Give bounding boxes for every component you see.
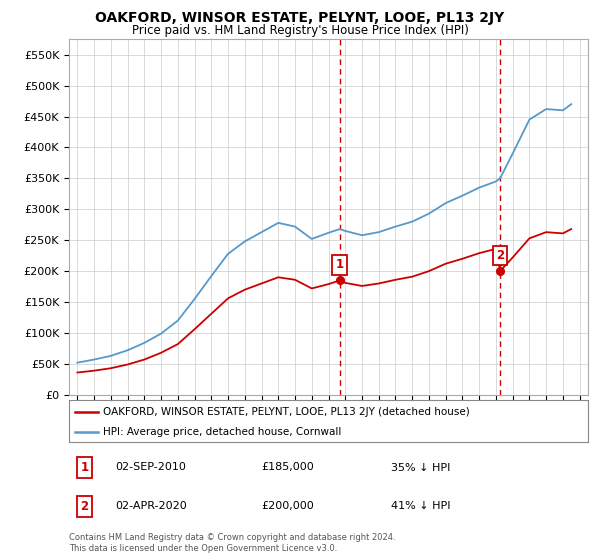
Text: 02-SEP-2010: 02-SEP-2010 — [116, 463, 187, 473]
Text: 2: 2 — [80, 500, 89, 513]
Text: 2: 2 — [496, 249, 504, 262]
Text: 41% ↓ HPI: 41% ↓ HPI — [391, 501, 450, 511]
Text: OAKFORD, WINSOR ESTATE, PELYNT, LOOE, PL13 2JY (detached house): OAKFORD, WINSOR ESTATE, PELYNT, LOOE, PL… — [103, 407, 469, 417]
Text: 1: 1 — [80, 461, 89, 474]
Text: 02-APR-2020: 02-APR-2020 — [116, 501, 187, 511]
Text: £200,000: £200,000 — [261, 501, 314, 511]
Text: Contains HM Land Registry data © Crown copyright and database right 2024.
This d: Contains HM Land Registry data © Crown c… — [69, 533, 395, 553]
Text: 35% ↓ HPI: 35% ↓ HPI — [391, 463, 450, 473]
Text: HPI: Average price, detached house, Cornwall: HPI: Average price, detached house, Corn… — [103, 427, 341, 437]
Text: Price paid vs. HM Land Registry's House Price Index (HPI): Price paid vs. HM Land Registry's House … — [131, 24, 469, 36]
Text: £185,000: £185,000 — [261, 463, 314, 473]
Text: OAKFORD, WINSOR ESTATE, PELYNT, LOOE, PL13 2JY: OAKFORD, WINSOR ESTATE, PELYNT, LOOE, PL… — [95, 11, 505, 25]
Text: 1: 1 — [335, 258, 344, 272]
